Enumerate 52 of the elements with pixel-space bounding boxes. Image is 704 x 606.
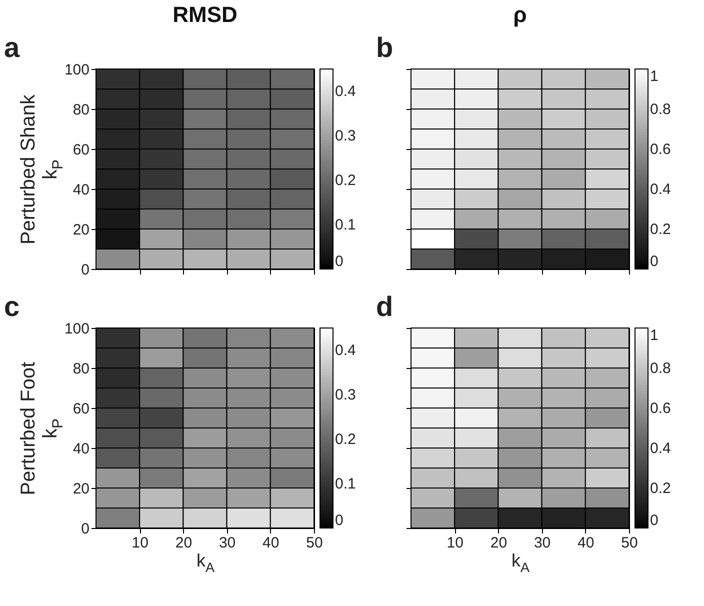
color-bar-label: 0.2 bbox=[335, 431, 356, 448]
color-bar-label: 0.4 bbox=[650, 181, 671, 198]
y-tick-label: 80 bbox=[72, 102, 90, 118]
y-tick-label: 40 bbox=[72, 440, 90, 458]
color-bar-label: 0.2 bbox=[650, 480, 671, 497]
color-bar-label: 1 bbox=[650, 327, 658, 344]
y-tick-label: 20 bbox=[72, 222, 90, 238]
x-tick-label: 30 bbox=[218, 534, 236, 552]
x-tick-label: 30 bbox=[534, 534, 551, 552]
x-tick-label: 20 bbox=[490, 534, 508, 552]
color-bar-label: 0.4 bbox=[335, 342, 356, 360]
text: d bbox=[376, 291, 394, 322]
color-bar-label: 0.4 bbox=[335, 83, 356, 100]
color-bar-label: 1 bbox=[650, 68, 658, 85]
color-bar-label: 0.8 bbox=[650, 360, 671, 377]
color-bar-label: 0 bbox=[335, 512, 344, 529]
y-tick-label: 20 bbox=[72, 480, 90, 498]
y-tick-label: 60 bbox=[72, 400, 90, 418]
y-tick-label: 80 bbox=[72, 360, 90, 378]
y-tick-label: 60 bbox=[72, 142, 90, 158]
color-bar-label: 0.3 bbox=[335, 128, 356, 145]
color-bar-label: 0.1 bbox=[335, 476, 356, 493]
x-tick-label: 50 bbox=[306, 534, 323, 552]
x-axis-title: k$_{A}$ bbox=[196, 550, 215, 575]
color-bar-label: 0 bbox=[335, 253, 344, 270]
color-bar-label: 0 bbox=[650, 253, 658, 270]
chart-title: RMSD bbox=[172, 2, 238, 27]
chart-title: ρ bbox=[513, 2, 527, 27]
color-bar-label: 0.6 bbox=[650, 400, 671, 417]
color-bar-label: 0.2 bbox=[335, 172, 356, 190]
color-bar-label: 0.4 bbox=[650, 440, 671, 457]
text: c bbox=[4, 291, 20, 322]
color-bar-label: 0.1 bbox=[335, 216, 356, 234]
text: a bbox=[4, 32, 20, 63]
color-bar-label: 0.3 bbox=[335, 386, 356, 404]
y-tick-label: 40 bbox=[72, 182, 90, 198]
color-bar-label: 0.2 bbox=[650, 221, 671, 238]
color-bar-label: 0.8 bbox=[650, 101, 671, 118]
x-tick-label: 20 bbox=[175, 534, 192, 552]
x-tick-label: 40 bbox=[578, 534, 594, 552]
color-bar-label: 0 bbox=[650, 512, 658, 529]
x-tick-label: 10 bbox=[446, 534, 464, 552]
y-tick-label: 100 bbox=[64, 320, 90, 338]
y-tick-label: 0 bbox=[81, 520, 90, 538]
x-tick-label: 50 bbox=[621, 534, 638, 552]
x-axis-title: k$_{A}$ bbox=[511, 550, 530, 575]
y-tick-label: 100 bbox=[64, 62, 90, 78]
color-bar-label: 0.6 bbox=[650, 141, 671, 158]
x-tick-label: 10 bbox=[132, 534, 148, 552]
y-tick-label: 0 bbox=[81, 262, 90, 278]
text: b bbox=[376, 32, 394, 63]
x-tick-label: 40 bbox=[262, 534, 280, 552]
